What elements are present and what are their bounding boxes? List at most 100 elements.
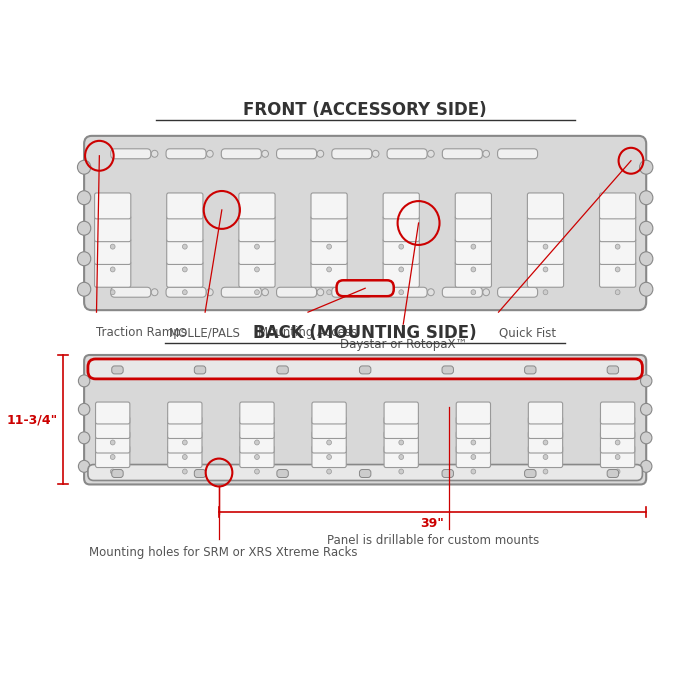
Circle shape — [640, 461, 652, 473]
FancyBboxPatch shape — [111, 149, 150, 159]
FancyBboxPatch shape — [527, 193, 564, 219]
FancyBboxPatch shape — [312, 446, 346, 468]
Circle shape — [471, 469, 476, 474]
Circle shape — [471, 454, 476, 459]
FancyBboxPatch shape — [456, 446, 491, 468]
Circle shape — [111, 440, 115, 445]
Circle shape — [640, 160, 653, 174]
FancyBboxPatch shape — [94, 216, 131, 241]
Circle shape — [111, 267, 115, 272]
Circle shape — [471, 440, 476, 445]
FancyBboxPatch shape — [240, 431, 274, 453]
Circle shape — [183, 454, 187, 459]
Circle shape — [206, 288, 214, 295]
FancyBboxPatch shape — [95, 416, 130, 438]
Circle shape — [255, 469, 259, 474]
Circle shape — [640, 432, 652, 444]
FancyBboxPatch shape — [442, 149, 482, 159]
Text: MOLLE/PALS: MOLLE/PALS — [169, 326, 241, 339]
FancyBboxPatch shape — [337, 280, 393, 296]
Circle shape — [183, 469, 187, 474]
FancyBboxPatch shape — [239, 193, 275, 219]
FancyBboxPatch shape — [239, 261, 275, 287]
FancyBboxPatch shape — [332, 149, 372, 159]
FancyBboxPatch shape — [359, 366, 371, 374]
FancyBboxPatch shape — [166, 287, 206, 298]
FancyBboxPatch shape — [601, 431, 635, 453]
FancyBboxPatch shape — [455, 261, 491, 287]
Circle shape — [483, 288, 489, 295]
Circle shape — [183, 244, 187, 249]
Text: 11-3/4": 11-3/4" — [6, 413, 57, 426]
FancyBboxPatch shape — [456, 402, 491, 424]
Text: BACK (MOUNTING SIDE): BACK (MOUNTING SIDE) — [253, 324, 477, 342]
FancyBboxPatch shape — [88, 359, 643, 379]
FancyBboxPatch shape — [599, 193, 636, 219]
Circle shape — [78, 252, 91, 266]
FancyBboxPatch shape — [456, 416, 491, 438]
FancyBboxPatch shape — [276, 287, 316, 298]
Text: FRONT (ACCESSORY SIDE): FRONT (ACCESSORY SIDE) — [244, 101, 487, 119]
Circle shape — [327, 290, 332, 295]
FancyBboxPatch shape — [240, 446, 274, 468]
Text: Mounting Access: Mounting Access — [258, 326, 358, 339]
FancyBboxPatch shape — [94, 261, 131, 287]
Circle shape — [78, 160, 91, 174]
FancyBboxPatch shape — [528, 431, 563, 453]
FancyBboxPatch shape — [442, 470, 454, 477]
Circle shape — [78, 375, 90, 387]
FancyBboxPatch shape — [527, 261, 564, 287]
FancyBboxPatch shape — [359, 470, 371, 477]
Circle shape — [255, 244, 259, 249]
Text: Mounting holes for SRM or XRS Xtreme Racks: Mounting holes for SRM or XRS Xtreme Rac… — [89, 546, 358, 559]
FancyBboxPatch shape — [384, 446, 419, 468]
Circle shape — [327, 244, 332, 249]
FancyBboxPatch shape — [195, 470, 206, 477]
Circle shape — [471, 290, 476, 295]
FancyBboxPatch shape — [528, 402, 563, 424]
FancyBboxPatch shape — [455, 216, 491, 241]
Text: 39": 39" — [421, 517, 444, 531]
FancyBboxPatch shape — [168, 402, 202, 424]
Circle shape — [183, 267, 187, 272]
FancyBboxPatch shape — [112, 366, 123, 374]
Circle shape — [428, 150, 434, 158]
FancyBboxPatch shape — [524, 470, 536, 477]
FancyBboxPatch shape — [84, 355, 646, 484]
Circle shape — [615, 290, 620, 295]
Circle shape — [543, 454, 548, 459]
Circle shape — [471, 244, 476, 249]
FancyBboxPatch shape — [456, 431, 491, 453]
Circle shape — [262, 150, 269, 158]
Circle shape — [111, 290, 115, 295]
FancyBboxPatch shape — [167, 216, 203, 241]
Circle shape — [183, 440, 187, 445]
FancyBboxPatch shape — [527, 216, 564, 241]
FancyBboxPatch shape — [311, 216, 347, 241]
Circle shape — [78, 461, 90, 473]
FancyBboxPatch shape — [455, 239, 491, 265]
FancyBboxPatch shape — [311, 239, 347, 265]
FancyBboxPatch shape — [94, 193, 131, 219]
FancyBboxPatch shape — [601, 446, 635, 468]
FancyBboxPatch shape — [88, 465, 643, 480]
Circle shape — [78, 432, 90, 444]
Circle shape — [471, 267, 476, 272]
Circle shape — [78, 191, 91, 204]
Circle shape — [183, 290, 187, 295]
FancyBboxPatch shape — [239, 239, 275, 265]
Circle shape — [399, 290, 404, 295]
FancyBboxPatch shape — [384, 402, 419, 424]
Circle shape — [78, 282, 91, 296]
Circle shape — [327, 440, 332, 445]
FancyBboxPatch shape — [95, 402, 130, 424]
FancyBboxPatch shape — [112, 470, 123, 477]
Circle shape — [640, 282, 653, 296]
FancyBboxPatch shape — [384, 431, 419, 453]
Circle shape — [399, 267, 404, 272]
FancyBboxPatch shape — [95, 431, 130, 453]
Circle shape — [399, 469, 404, 474]
FancyBboxPatch shape — [312, 416, 346, 438]
Circle shape — [399, 440, 404, 445]
FancyBboxPatch shape — [311, 261, 347, 287]
